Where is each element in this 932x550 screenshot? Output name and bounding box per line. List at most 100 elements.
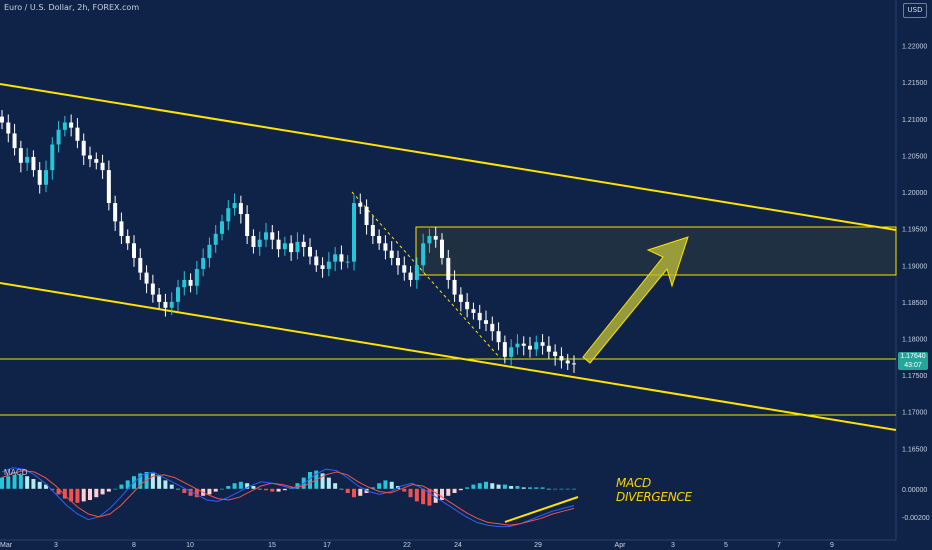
candle-body [496,331,501,343]
candle-body [433,236,438,240]
time-tick-label: 15 [268,542,276,549]
dashed-trend-line [351,191,501,359]
macd-histogram-bar [282,488,287,491]
divergence-note: MACD DIVERGENCE [616,476,692,504]
macd-histogram-bar [427,488,432,506]
candle-body [308,246,312,257]
candle-body [132,243,136,258]
macd-histogram-bar [176,488,180,490]
candle-body [245,214,250,236]
macd-histogram-bar [75,488,80,503]
macd-tick-label: 0.00000 [902,487,927,494]
candle-body [163,301,168,308]
candle-body [458,294,463,302]
macd-histogram-bar [113,488,118,490]
divergence-note-line2: DIVERGENCE [616,490,692,504]
macd-histogram-bar [194,488,199,498]
time-tick-label: 9 [830,542,834,549]
macd-histogram-bar [572,488,576,490]
candle-body [534,342,539,350]
macd-histogram-bar [339,488,344,490]
macd-pane [0,467,576,528]
macd-histogram-bar [559,488,564,490]
candle-body [31,156,36,171]
bullish-arrow [582,236,689,364]
candle-body [264,232,268,240]
macd-histogram-bar [377,483,382,489]
macd-histogram-bar [477,483,482,489]
candle-body [220,221,224,234]
macd-histogram-bar [458,488,463,491]
time-tick-label: 10 [186,542,194,549]
candle-body [440,239,444,258]
candle-body [50,144,55,171]
candle-body [320,265,325,269]
candle-body [119,221,124,236]
macd-histogram-bar [257,488,262,490]
macd-histogram-bar [0,477,4,489]
candle-body [125,236,130,244]
time-tick-label: Mar [0,542,13,549]
macd-histogram-bar [496,484,501,489]
time-tick-label: 3 [54,542,58,549]
macd-histogram-bar [383,480,388,489]
candle-body [62,122,67,130]
macd-histogram-bar [238,481,243,489]
candle-body [477,312,482,321]
candle-body [75,127,80,141]
macd-histogram-bar [389,481,394,489]
price-tick-labels: 1.22000 1.21500 1.21000 1.20500 1.20000 1.195… [902,44,927,454]
candle-body [257,239,262,247]
price-tick-label: 1.16500 [902,446,927,453]
candle-body [383,243,388,251]
candle-body [446,257,451,280]
time-tick-label: 22 [403,542,411,549]
time-tick-label: 5 [724,542,728,549]
macd-tick-labels: 0.00000 -0.00200 [902,487,930,522]
candle-body [56,129,61,145]
candle-body [553,351,558,357]
candle-body [352,203,356,262]
candle-body [144,272,149,284]
candle-body [88,155,92,160]
candle-body [207,244,212,258]
candle-body [44,170,48,185]
candle-body [194,268,199,286]
price-tick-label: 1.19000 [902,263,927,270]
macd-histogram-bar [521,487,526,489]
macd-histogram-bar [188,488,193,496]
time-tick-label: 24 [454,542,462,549]
macd-histogram-bar [94,488,99,498]
macd-histogram-bar [106,488,111,492]
channel-upper-line [0,83,897,231]
macd-histogram-bar [264,488,268,491]
currency-button[interactable]: USD [903,3,927,18]
candle-body [546,345,551,352]
macd-histogram-bar [81,488,86,502]
candle-body [37,170,42,185]
macd-histogram-bar [333,483,338,489]
macd-tick-label: -0.00200 [902,515,930,522]
macd-histogram-bar [119,484,124,489]
candle-body [18,148,23,163]
macd-histogram-bar [509,486,514,489]
macd-histogram-bar [308,472,312,489]
macd-line [1,467,575,528]
channel-lower-line [0,282,897,431]
candle-group [0,110,576,373]
macd-histogram-bar [56,488,61,495]
candle-body [25,156,30,163]
candle-body [94,159,99,163]
candle-body [377,236,382,244]
macd-histogram-bar [465,487,470,489]
candle-body [295,241,300,253]
macd-histogram-bar [553,488,558,490]
macd-label: MACD [4,468,28,477]
candle-body [100,162,105,171]
macd-histogram-bar [565,488,570,490]
macd-histogram-bar [471,484,476,489]
macd-histogram-bar [295,483,300,489]
candle-body [81,140,86,156]
candle-body [182,279,187,288]
